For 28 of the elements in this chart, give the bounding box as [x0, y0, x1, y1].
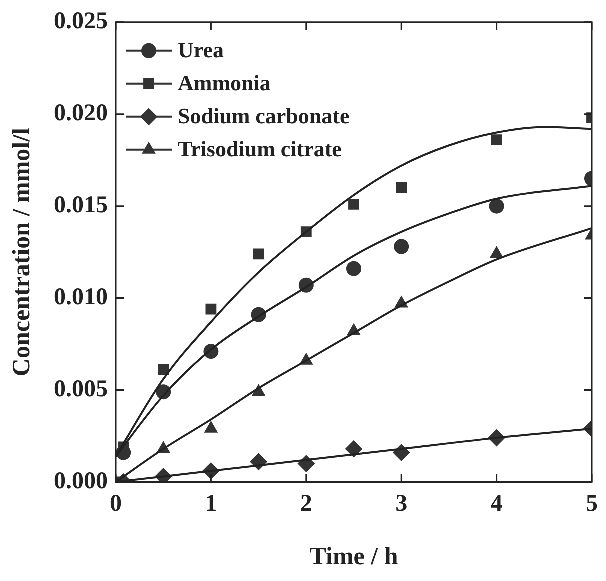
point [396, 182, 408, 194]
y-tick-label: 0.020 [54, 100, 108, 127]
y-tick-label: 0.010 [54, 284, 108, 310]
point [489, 198, 504, 214]
point [253, 248, 264, 260]
y-tick-label: 0.025 [54, 8, 108, 35]
y-axis-title: Concentration / mmol/l [8, 128, 36, 377]
point [348, 199, 360, 210]
x-tick-label: 1 [205, 490, 218, 517]
legend-label: Trisodium citrate [178, 136, 342, 162]
legend-label: Sodium carbonate [178, 104, 350, 129]
x-tick-label: 0 [110, 490, 122, 517]
x-axis-title: Time / h [310, 543, 398, 570]
x-tick-label: 4 [490, 490, 503, 517]
legend-label: Urea [178, 38, 224, 63]
point [206, 304, 217, 315]
legend-label: Ammonia [178, 70, 271, 96]
y-tick-label: 0.015 [54, 192, 108, 219]
point [491, 134, 502, 146]
x-tick-label: 2 [300, 490, 312, 517]
y-tick-label: 0.005 [54, 376, 108, 402]
point [346, 261, 362, 276]
x-tick-label: 3 [396, 490, 408, 517]
x-tick-label: 5 [586, 490, 598, 517]
point [346, 440, 362, 458]
y-tick-label: 0.000 [54, 468, 108, 494]
point [394, 239, 410, 254]
point [158, 364, 170, 376]
